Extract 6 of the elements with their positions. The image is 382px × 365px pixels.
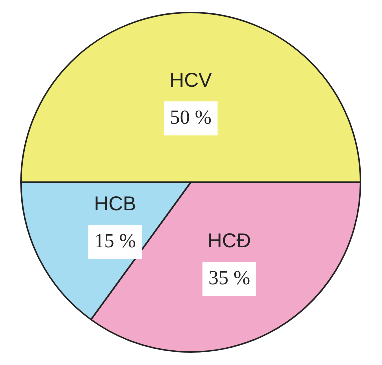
data-label: 35 % (208, 267, 250, 290)
data-label: 15 % (94, 230, 136, 252)
slice-label: HCV (170, 70, 213, 92)
slice-label: HCB (94, 194, 136, 216)
data-label: 50 % (170, 106, 212, 129)
slice-label: HCĐ (208, 230, 252, 253)
